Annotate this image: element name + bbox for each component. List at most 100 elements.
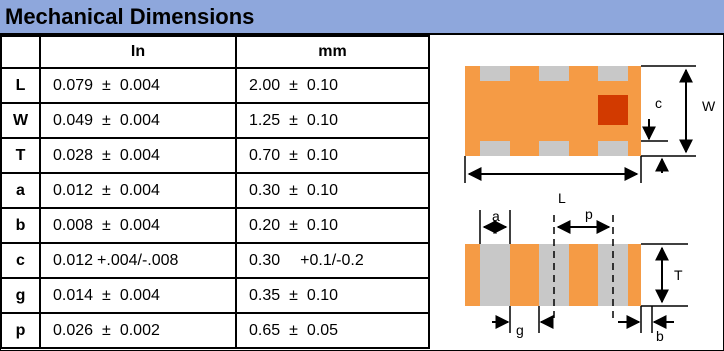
panel-title: Mechanical Dimensions — [0, 0, 724, 35]
inch-tolerance: 0.004 — [119, 111, 160, 129]
mm-value-cell: 0.30 ±0.10 — [235, 172, 430, 209]
dimension-label: W — [0, 102, 41, 139]
mm-tolerance: 0.10 — [306, 111, 339, 129]
w-label: W — [702, 98, 716, 114]
dimension-label: p — [0, 312, 41, 349]
table-row: a 0.012 ±0.004 0.30 ±0.10 — [0, 172, 430, 209]
inch-nominal: 0.014 — [53, 286, 94, 304]
inch-tolerance: 0.004 — [119, 216, 160, 234]
terminal-bottom-3 — [598, 141, 628, 156]
inch-plus-minus: ± — [102, 146, 111, 164]
mm-plus-minus: ± — [289, 111, 298, 129]
dimension-label: T — [0, 137, 41, 174]
mm-plus-minus: ± — [289, 146, 298, 164]
mm-nominal: 1.25 — [249, 111, 281, 129]
inch-nominal: 0.028 — [53, 146, 94, 164]
inch-nominal: 0.008 — [53, 216, 94, 234]
t-label: T — [674, 267, 683, 283]
a-label: a — [492, 208, 500, 224]
g-label: g — [516, 322, 524, 338]
table-row: L 0.079 ±0.004 2.00 ±0.10 — [0, 67, 430, 104]
inch-nominal: 0.026 — [53, 321, 94, 339]
mm-value-cell: 0.30 +0.1/-0.2 — [235, 242, 430, 279]
b-label: b — [656, 328, 664, 344]
mm-tolerance: 0.10 — [306, 76, 339, 94]
mm-plus-minus: ± — [289, 76, 298, 94]
mm-value-cell: 0.20 ±0.10 — [235, 207, 430, 244]
inch-nominal: 0.012 — [53, 251, 94, 269]
mm-value-cell: 0.70 ±0.10 — [235, 137, 430, 174]
mm-value-cell: 0.35 ±0.10 — [235, 277, 430, 314]
dimension-label: g — [0, 277, 41, 314]
terminal-top-3 — [598, 66, 628, 81]
side-terminal-1 — [480, 244, 510, 306]
dimension-label: c — [0, 242, 41, 279]
label-column-header — [0, 35, 41, 69]
dimension-label: b — [0, 207, 41, 244]
terminal-bottom-2 — [539, 141, 569, 156]
inch-tolerance: 0.004 — [119, 76, 160, 94]
mm-tolerance: 0.05 — [306, 321, 339, 339]
mm-tolerance: 0.10 — [306, 216, 339, 234]
inch-value-cell: 0.008 ±0.004 — [39, 207, 237, 244]
mm-tolerance: 0.10 — [306, 286, 339, 304]
inch-nominal: 0.079 — [53, 76, 94, 94]
inch-tolerance: 0.004 — [119, 181, 160, 199]
mm-nominal: 0.65 — [249, 321, 281, 339]
mm-value-cell: 0.65 ±0.05 — [235, 312, 430, 349]
dimension-label: L — [0, 67, 41, 104]
inch-tolerance: 0.002 — [119, 321, 160, 339]
mm-nominal: 0.70 — [249, 146, 281, 164]
inch-value-cell: 0.079 ±0.004 — [39, 67, 237, 104]
mm-tolerance: +0.1/-0.2 — [300, 251, 364, 269]
inch-nominal: 0.049 — [53, 111, 94, 129]
table-row: b 0.008 ±0.004 0.20 ±0.10 — [0, 207, 430, 244]
component-outline-drawing: W c L a p T g — [464, 65, 716, 344]
mm-plus-minus: ± — [289, 321, 298, 339]
table-row: T 0.028 ±0.004 0.70 ±0.10 — [0, 137, 430, 174]
mm-nominal: 0.30 — [249, 251, 281, 269]
inch-column-header: In — [39, 35, 237, 69]
mm-tolerance: 0.10 — [306, 181, 339, 199]
inch-tolerance: +.004/-.008 — [97, 251, 179, 269]
c-label: c — [655, 95, 662, 111]
inch-value-cell: 0.014 ±0.004 — [39, 277, 237, 314]
top-view: W c L — [464, 65, 716, 206]
mm-plus-minus: ± — [289, 286, 298, 304]
table-row: W 0.049 ±0.004 1.25 ±0.10 — [0, 102, 430, 139]
mm-nominal: 0.30 — [249, 181, 281, 199]
inch-value-cell: 0.026 ±0.002 — [39, 312, 237, 349]
table-row: g 0.014 ±0.004 0.35 ±0.10 — [0, 277, 430, 314]
terminal-top-2 — [539, 66, 569, 81]
mm-plus-minus: ± — [289, 216, 298, 234]
mm-plus-minus: ± — [289, 181, 298, 199]
p-label: p — [585, 206, 593, 222]
mm-tolerance: 0.10 — [306, 146, 339, 164]
inch-plus-minus: ± — [102, 76, 111, 94]
dimension-label: a — [0, 172, 41, 209]
inch-plus-minus: ± — [102, 111, 111, 129]
terminal-top-1 — [480, 66, 510, 81]
inch-tolerance: 0.004 — [119, 146, 160, 164]
l-label: L — [558, 190, 566, 206]
terminal-bottom-1 — [480, 141, 510, 156]
table-header-row: In mm — [0, 35, 430, 69]
inch-value-cell: 0.049 ±0.004 — [39, 102, 237, 139]
mm-nominal: 2.00 — [249, 76, 281, 94]
inch-plus-minus: ± — [102, 216, 111, 234]
inch-tolerance: 0.004 — [119, 286, 160, 304]
inch-nominal: 0.012 — [53, 181, 94, 199]
inch-value-cell: 0.012 +.004/-.008 — [39, 242, 237, 279]
inch-value-cell: 0.028 ±0.004 — [39, 137, 237, 174]
inch-plus-minus: ± — [102, 286, 111, 304]
mm-value-cell: 2.00 ±0.10 — [235, 67, 430, 104]
table-row: p 0.026 ±0.002 0.65 ±0.05 — [0, 312, 430, 349]
table-row: c 0.012 +.004/-.008 0.30 +0.1/-0.2 — [0, 242, 430, 279]
mm-value-cell: 1.25 ±0.10 — [235, 102, 430, 139]
mm-column-header: mm — [235, 35, 430, 69]
dimensions-table: In mm L 0.079 ±0.004 2.00 ±0.10 W 0.049 ±0.004 1… — [0, 35, 430, 349]
mm-nominal: 0.20 — [249, 216, 281, 234]
side-view: a p T g b — [465, 206, 688, 344]
mm-nominal: 0.35 — [249, 286, 281, 304]
inch-plus-minus: ± — [102, 321, 111, 339]
